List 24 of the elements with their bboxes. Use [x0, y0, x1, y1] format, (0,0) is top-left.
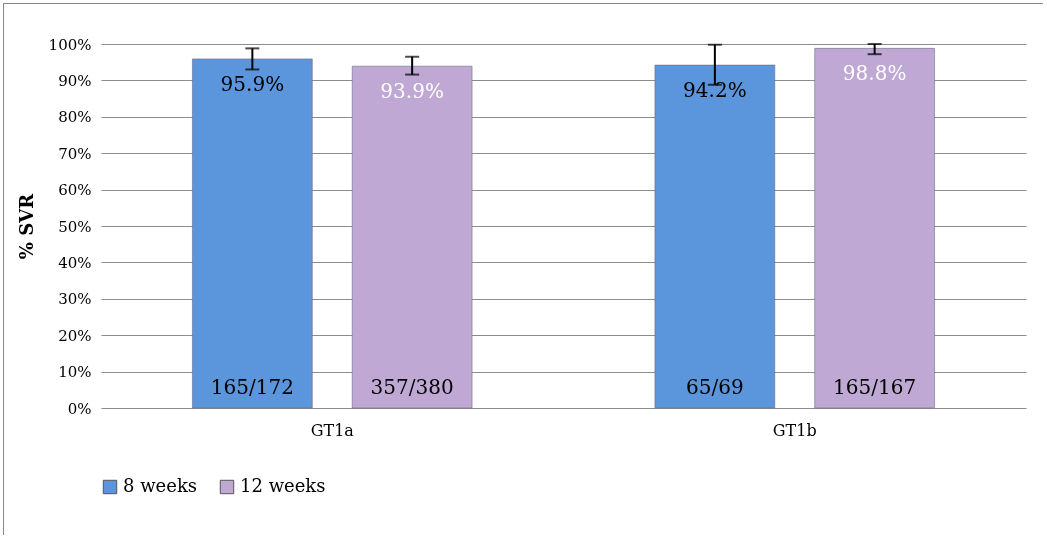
annotation: 165/167 [833, 375, 917, 399]
y-tick-label: 60% [58, 181, 92, 200]
y-tick-label: 30% [58, 290, 92, 309]
annotation: 65/69 [686, 375, 744, 399]
y-tick-label: 90% [58, 71, 92, 90]
y-tick-label: 0% [67, 399, 92, 418]
legend-label: 8 weeks [123, 475, 198, 496]
y-axis-title: % SVR [15, 192, 37, 260]
y-tick-label: 70% [58, 144, 92, 163]
x-tick-label: GT1a [310, 420, 355, 440]
data-label: 94.2% [683, 78, 747, 103]
data-label: 95.9% [220, 71, 285, 96]
y-tick-label: 40% [58, 253, 92, 272]
x-tick-label: GT1b [772, 420, 817, 440]
data-label: 98.8% [842, 61, 907, 86]
y-tick-label: 50% [58, 217, 92, 236]
annotation: 165/172 [210, 375, 294, 399]
y-tick-label: 80% [58, 108, 92, 127]
data-label: 93.9% [380, 79, 444, 104]
y-tick-label: 100% [48, 35, 92, 54]
annotation: 357/380 [370, 375, 454, 399]
y-tick-label: 10% [58, 363, 92, 382]
y-tick-label: 20% [58, 326, 92, 345]
legend-label: 12 weeks [240, 475, 326, 496]
